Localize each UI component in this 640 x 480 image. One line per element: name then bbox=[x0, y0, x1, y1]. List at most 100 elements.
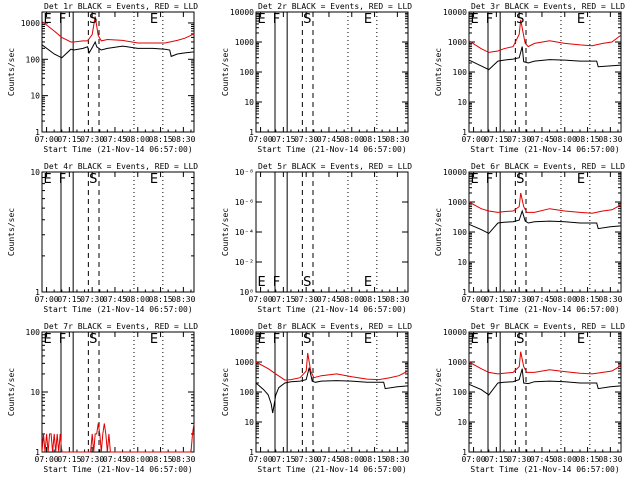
x-tick-label: 08:15 bbox=[149, 135, 173, 144]
plot-frame bbox=[468, 171, 622, 293]
x-tick-label: 08:15 bbox=[149, 295, 173, 304]
x-tick-label: 07:15 bbox=[484, 135, 508, 144]
y-tick-label: 1000 bbox=[235, 38, 254, 47]
y-tick-label: 1000 bbox=[448, 38, 467, 47]
chart-panel-1: Det 1r BLACK = Events, RED = LLD 1 10 100 10… bbox=[7, 2, 198, 154]
chart-panel-9: Det 9r BLACK = Events, RED = LLD 1 10 100 10… bbox=[434, 322, 625, 474]
x-axis-label: Start Time (21-Nov-14 06:57:00) bbox=[43, 145, 192, 154]
x-tick-label: 08:30 bbox=[385, 455, 409, 464]
chart-title: Det 2r BLACK = Events, RED = LLD bbox=[258, 2, 412, 11]
y-tick-label: 1000 bbox=[448, 358, 467, 367]
phase-marker: E bbox=[258, 275, 266, 290]
x-tick-label: 08:30 bbox=[598, 455, 622, 464]
phase-marker: F bbox=[59, 12, 66, 27]
y-tick-label: 10000 bbox=[230, 8, 254, 17]
plot-frame bbox=[255, 11, 409, 133]
x-tick-label: 07:15 bbox=[271, 135, 295, 144]
x-tick-label: 07:00 bbox=[462, 135, 486, 144]
x-axis-label: Start Time (21-Nov-14 06:57:00) bbox=[43, 465, 192, 474]
chart-panel-6: Det 6r BLACK = Events, RED = LLD 1 10 100 10… bbox=[434, 162, 625, 314]
x-tick-label: 07:00 bbox=[462, 455, 486, 464]
x-axis-label: Start Time (21-Nov-14 06:57:00) bbox=[257, 145, 406, 154]
chart-title: Det 1r BLACK = Events, RED = LLD bbox=[44, 2, 198, 11]
y-tick-label: 10 bbox=[30, 168, 40, 177]
y-tick-label: 100 bbox=[26, 328, 41, 337]
y-tick-label: 1 bbox=[35, 448, 40, 457]
phase-marker: F bbox=[273, 275, 280, 290]
x-tick-label: 08:30 bbox=[598, 135, 622, 144]
phase-marker: F bbox=[486, 332, 493, 347]
x-tick-label: 07:30 bbox=[80, 135, 104, 144]
y-tick-label: 1 bbox=[462, 128, 467, 137]
phase-marker: E bbox=[471, 12, 479, 27]
y-tick-label: 100 bbox=[453, 68, 468, 77]
x-tick-label: 07:45 bbox=[530, 455, 554, 464]
x-tick-label: 07:45 bbox=[317, 455, 341, 464]
y-tick-label: 1 bbox=[35, 288, 40, 297]
chart-panel-5: Det 5r BLACK = Events, RED = LLD 10⁰ 10⁻² 1… bbox=[221, 162, 412, 314]
x-tick-label: 08:15 bbox=[576, 295, 600, 304]
y-axis-label: Counts/sec bbox=[7, 208, 16, 256]
phase-marker: E bbox=[150, 332, 158, 347]
phase-marker: E bbox=[150, 172, 158, 187]
y-tick-label: 10000 bbox=[443, 168, 467, 177]
phase-marker: F bbox=[486, 12, 493, 27]
phase-marker: F bbox=[273, 332, 280, 347]
y-tick-label: 10000 bbox=[443, 328, 467, 337]
chart-panel-3: Det 3r BLACK = Events, RED = LLD 1 10 100 10… bbox=[434, 2, 625, 154]
x-tick-label: 08:00 bbox=[340, 135, 364, 144]
phase-marker: S bbox=[516, 332, 524, 347]
y-tick-label: 1 bbox=[35, 128, 40, 137]
x-tick-label: 07:00 bbox=[249, 135, 273, 144]
chart-panel-8: Det 8r BLACK = Events, RED = LLD 1 10 100 10… bbox=[221, 322, 412, 474]
y-tick-label: 1 bbox=[249, 448, 254, 457]
x-tick-label: 07:30 bbox=[294, 295, 318, 304]
x-tick-label: 07:15 bbox=[484, 295, 508, 304]
y-tick-label: 10 bbox=[244, 98, 254, 107]
x-tick-label: 07:00 bbox=[249, 455, 273, 464]
plot-frame bbox=[255, 171, 409, 293]
series-lld bbox=[255, 352, 409, 381]
chart-title: Det 9r BLACK = Events, RED = LLD bbox=[471, 322, 625, 331]
x-tick-label: 08:30 bbox=[385, 295, 409, 304]
y-tick-label: 10 bbox=[457, 258, 467, 267]
x-tick-label: 07:45 bbox=[103, 295, 127, 304]
phase-marker: E bbox=[258, 332, 266, 347]
x-tick-label: 08:00 bbox=[126, 455, 150, 464]
phase-marker: F bbox=[273, 12, 280, 27]
x-tick-label: 07:15 bbox=[57, 455, 81, 464]
x-axis-label: Start Time (21-Nov-14 06:57:00) bbox=[470, 145, 619, 154]
y-tick-label: 10⁻² bbox=[235, 258, 254, 267]
phase-marker: E bbox=[150, 12, 158, 27]
chart-panel-2: Det 2r BLACK = Events, RED = LLD 1 10 100 10… bbox=[221, 2, 412, 154]
y-axis-label: Counts/sec bbox=[7, 368, 16, 416]
x-tick-label: 08:30 bbox=[598, 295, 622, 304]
y-tick-label: 10 bbox=[457, 418, 467, 427]
y-axis-label: Counts/sec bbox=[434, 48, 443, 96]
phase-marker: E bbox=[258, 12, 266, 27]
y-tick-label: 100 bbox=[453, 228, 468, 237]
phase-marker: E bbox=[577, 172, 585, 187]
x-tick-label: 08:30 bbox=[171, 135, 195, 144]
y-axis-label: Counts/sec bbox=[221, 368, 230, 416]
chart-title: Det 4r BLACK = Events, RED = LLD bbox=[44, 162, 198, 171]
series-events bbox=[41, 40, 195, 59]
x-tick-label: 08:00 bbox=[126, 295, 150, 304]
series-lld bbox=[468, 192, 622, 214]
x-tick-label: 07:15 bbox=[57, 135, 81, 144]
y-tick-label: 10 bbox=[30, 92, 40, 101]
phase-marker: S bbox=[516, 172, 524, 187]
phase-marker: E bbox=[577, 12, 585, 27]
y-tick-label: 10⁻⁸ bbox=[235, 168, 254, 177]
x-tick-label: 07:30 bbox=[294, 455, 318, 464]
chart-panel-4: Det 4r BLACK = Events, RED = LLD 1 10 Count… bbox=[7, 162, 198, 314]
phase-marker: S bbox=[303, 332, 311, 347]
x-tick-label: 08:15 bbox=[363, 295, 387, 304]
x-tick-label: 07:30 bbox=[507, 135, 531, 144]
phase-marker: S bbox=[89, 12, 97, 27]
plot-frame bbox=[255, 331, 409, 453]
y-tick-label: 1 bbox=[462, 448, 467, 457]
y-axis-label: Counts/sec bbox=[434, 208, 443, 256]
phase-marker: E bbox=[471, 332, 479, 347]
